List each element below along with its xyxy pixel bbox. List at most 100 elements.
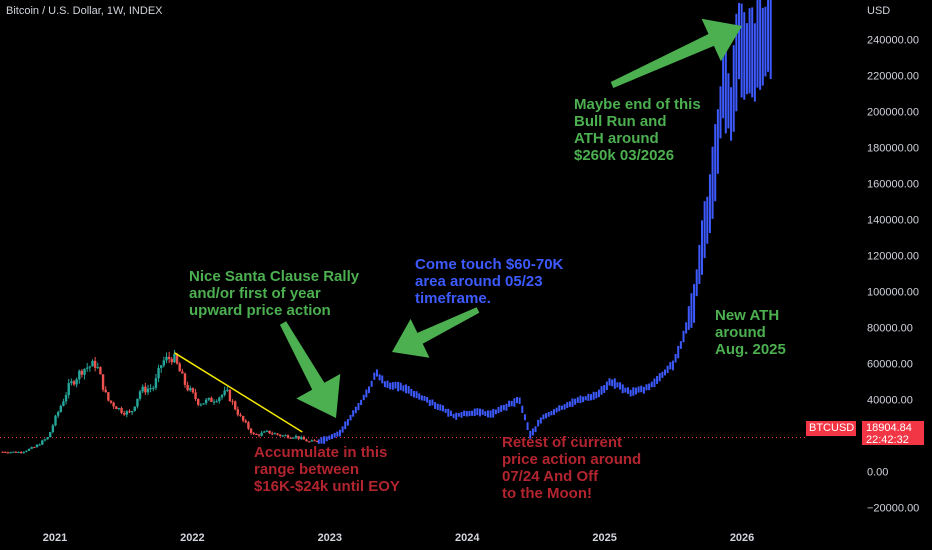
x-tick-label: 2024 (455, 532, 480, 544)
projection-bar (439, 404, 442, 411)
candle-body (167, 356, 171, 360)
candle-body (202, 403, 205, 405)
candle-body (67, 383, 70, 396)
projection-bar (368, 386, 371, 394)
projection-bar (584, 396, 587, 401)
arrow-santa-rally (279, 321, 341, 418)
candle-body (310, 440, 314, 442)
projection-bar (545, 413, 548, 419)
candle-body (233, 401, 237, 410)
projection-bar (711, 146, 714, 219)
candle-body (252, 432, 255, 435)
projection-bar (436, 403, 439, 410)
projection-bar (560, 405, 563, 410)
candle-body (210, 397, 213, 402)
candle-body (88, 366, 92, 368)
projection-bar (423, 395, 426, 401)
projection-bar (576, 397, 579, 403)
badge-price: 18904.84 22:42:32 (862, 421, 924, 446)
candle-body (249, 428, 253, 433)
candle-body (1, 451, 4, 453)
y-tick-label: 180000.00 (867, 143, 919, 155)
candle-body (305, 439, 308, 442)
candle-body (123, 413, 126, 415)
candle-body (300, 437, 303, 439)
projection-bar (518, 397, 521, 404)
candle-body (59, 406, 62, 412)
x-tick-label: 2022 (180, 532, 204, 544)
projection-bar (553, 409, 556, 415)
y-tick-label: 100000.00 (867, 287, 919, 299)
projection-bar (590, 394, 593, 401)
note-new-ath: New ATH around Aug. 2025 (715, 307, 786, 358)
projection-bar (619, 382, 622, 390)
candle-body (162, 360, 166, 366)
candle-body (289, 437, 292, 439)
candle-body (170, 359, 173, 363)
projection-bar (531, 428, 534, 436)
projection-bar (735, 13, 738, 112)
projection-bar (381, 375, 384, 384)
projection-bar (759, 0, 762, 90)
projection-bar (600, 386, 603, 395)
projection-bar (500, 405, 503, 412)
projection-bar (745, 23, 748, 95)
projection-bar (508, 400, 511, 407)
candle-body (99, 367, 102, 375)
candle-body (49, 432, 52, 438)
projection-bar (595, 391, 598, 399)
candle-body (6, 452, 10, 454)
projection-bar (679, 341, 682, 349)
candle-body (136, 398, 139, 407)
projection-bar (362, 394, 365, 401)
projection-bar (621, 384, 624, 394)
y-tick-label: 200000.00 (867, 107, 919, 119)
candle-body (244, 420, 247, 423)
projection-bar (769, 0, 772, 80)
candle-body (19, 452, 23, 454)
projection-bar (714, 124, 717, 202)
candle-body (146, 388, 150, 393)
candle-body (212, 401, 216, 403)
projection-bar (719, 86, 722, 139)
projection-bar (452, 413, 455, 419)
projection-bar (455, 412, 458, 420)
projection-bar (444, 408, 447, 413)
candle-body (91, 360, 94, 367)
candle-body (186, 384, 189, 391)
candle-body (72, 381, 76, 385)
candle-body (278, 434, 282, 436)
candle-body (149, 388, 152, 390)
projection-bar (566, 402, 569, 408)
candle-body (27, 448, 31, 451)
projection-bar (682, 330, 685, 343)
projection-bar (489, 410, 492, 418)
candle-body (62, 401, 65, 407)
projection-bar (352, 410, 355, 417)
projection-bar (658, 373, 661, 382)
candle-body (178, 363, 181, 372)
projection-bar (627, 387, 630, 394)
candle-body (70, 381, 73, 384)
candle-body (215, 401, 218, 403)
projection-bar (523, 414, 526, 421)
projection-bar (608, 378, 611, 386)
projection-bar (716, 109, 719, 174)
candle-body (197, 398, 200, 405)
candle-body (268, 430, 271, 434)
projection-bar (664, 369, 667, 376)
candle-body (109, 400, 113, 403)
projection-bar (442, 405, 445, 412)
projection-bar (476, 408, 479, 416)
candle-body (257, 434, 261, 436)
projection-bar (634, 387, 637, 395)
y-tick-label: 80000.00 (867, 323, 913, 335)
projection-bar (743, 12, 746, 100)
projection-bar (360, 399, 363, 406)
projection-bar (370, 380, 373, 387)
projection-bar (434, 402, 437, 409)
candle-body (120, 408, 123, 414)
projection-bar (492, 408, 495, 418)
projection-bar (375, 369, 378, 377)
